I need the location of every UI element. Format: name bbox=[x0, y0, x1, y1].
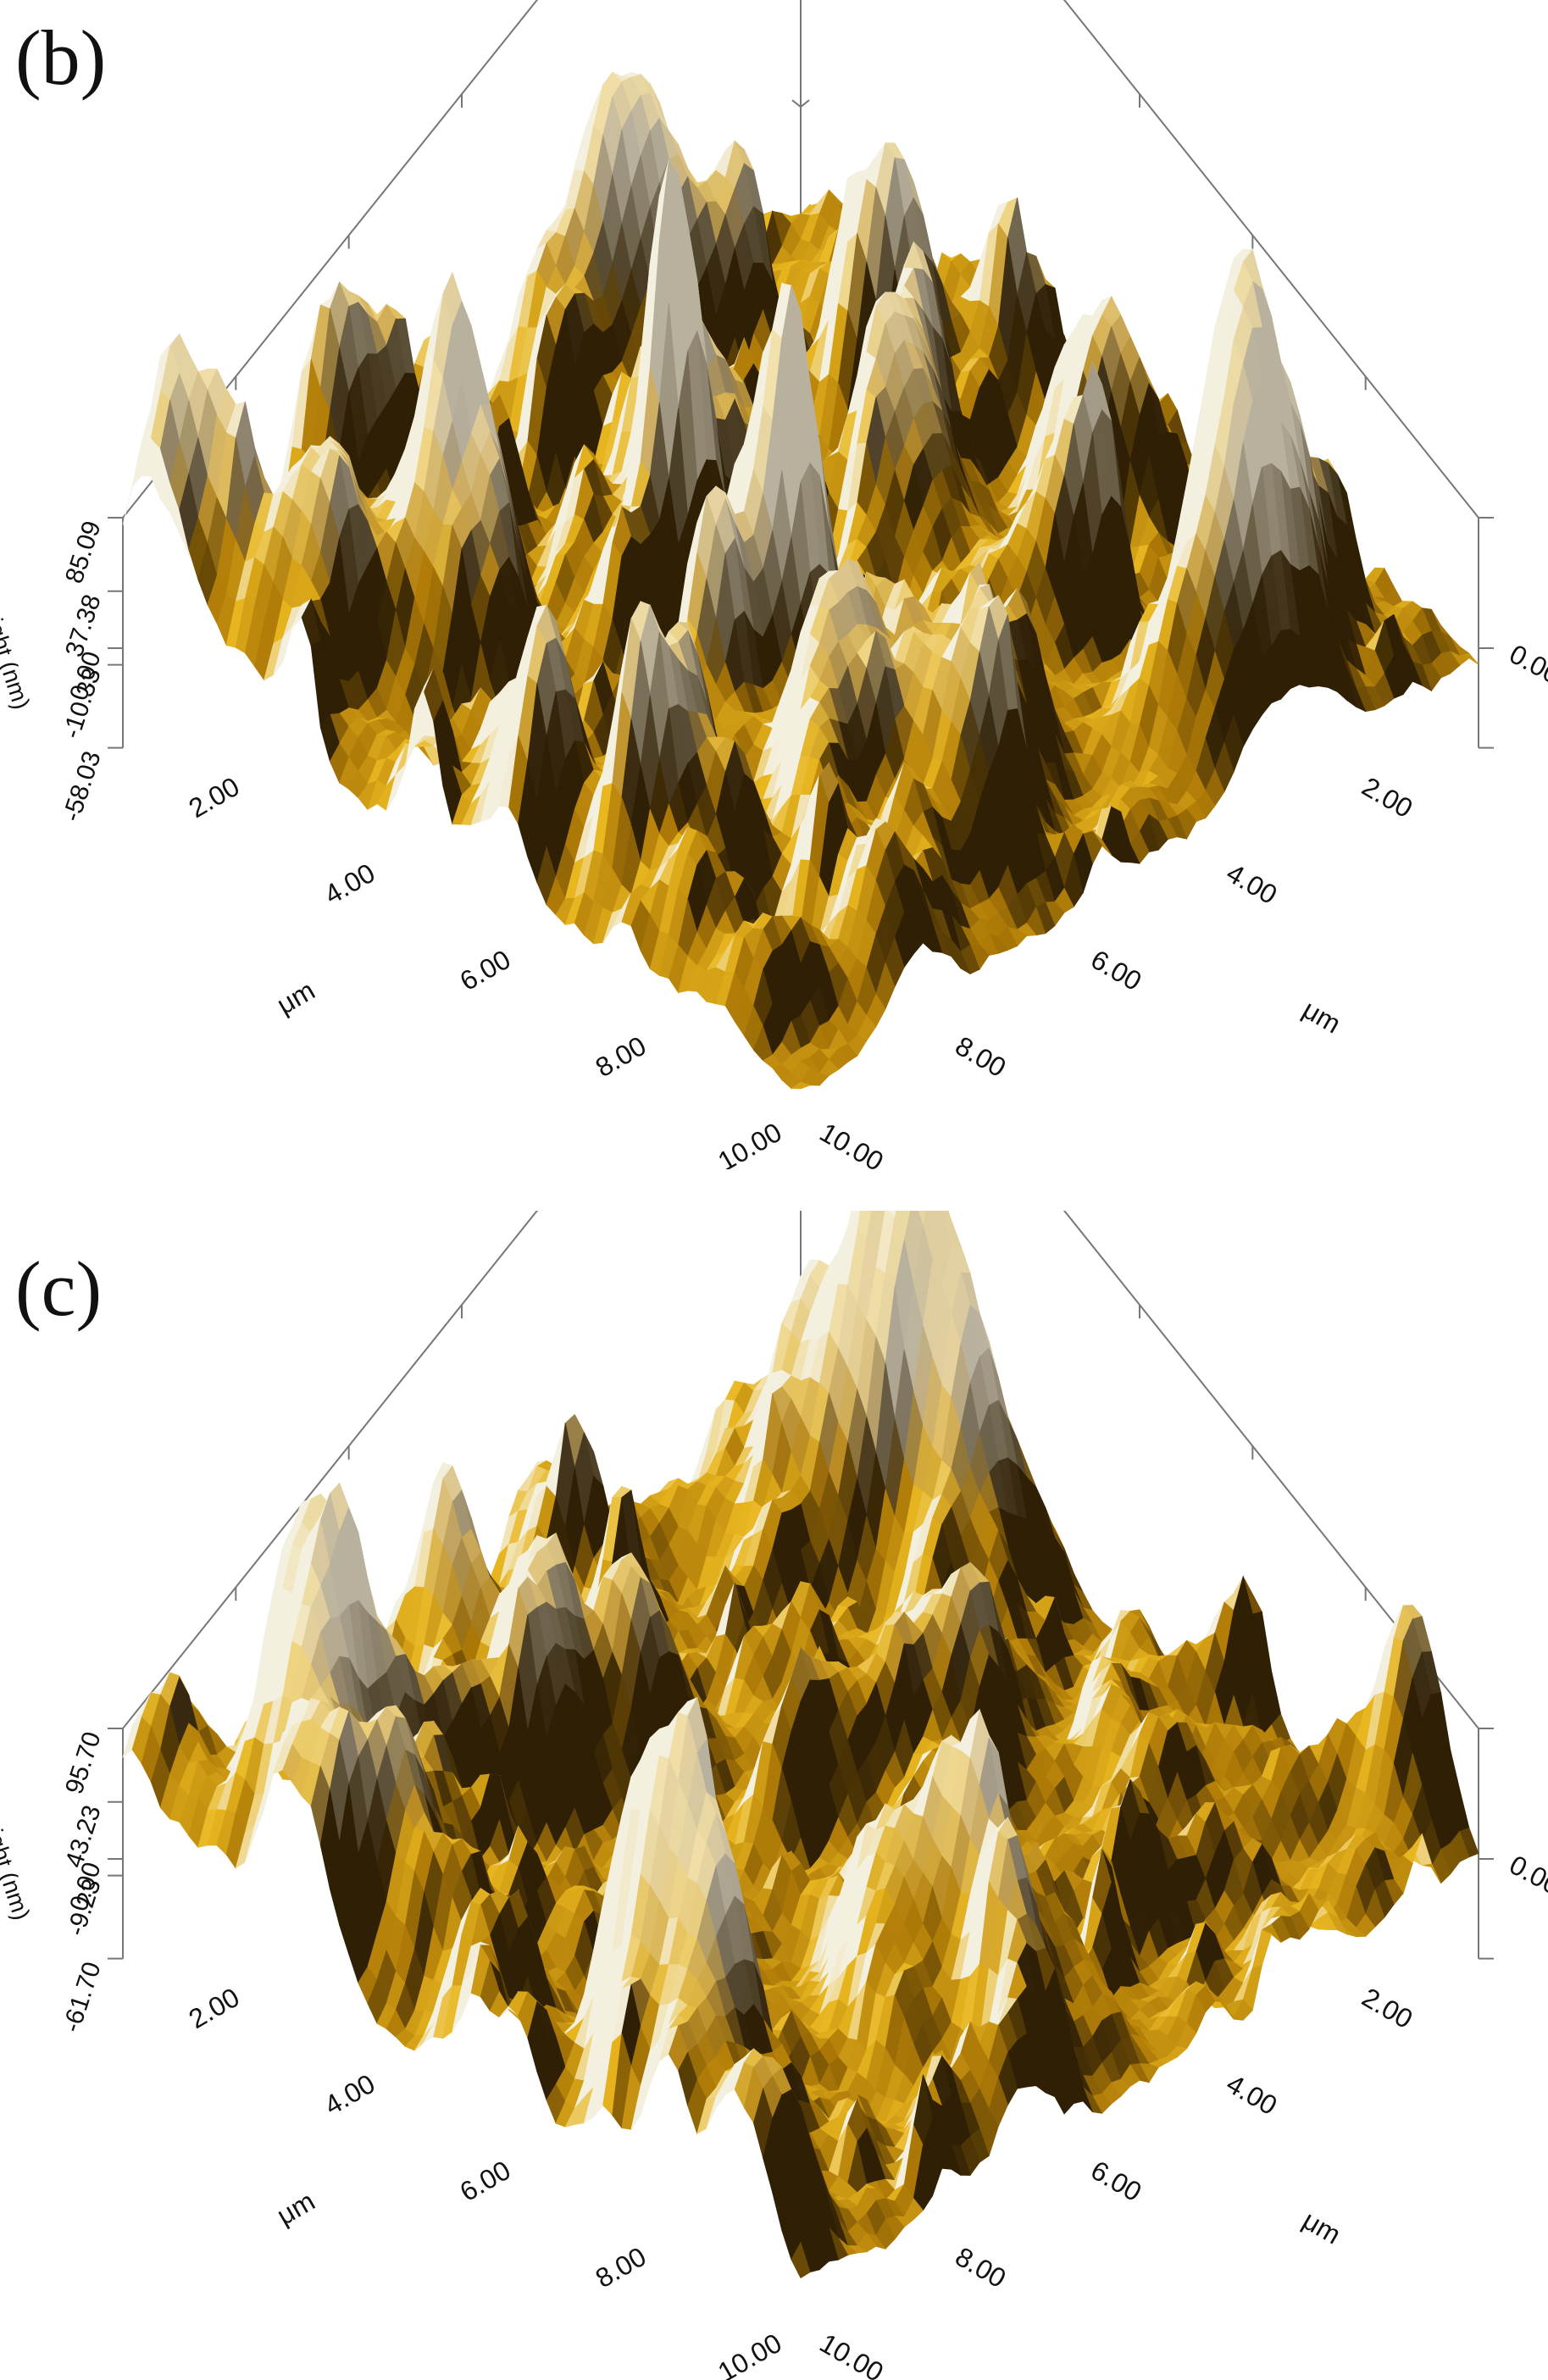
bounding-box-frame-b bbox=[108, 0, 1494, 749]
panel-label-b: (b) bbox=[15, 14, 107, 101]
afm-3d-surface-b: Height (nm) 85.09 37.38 0.00 -10.33 -58.… bbox=[0, 0, 1548, 1169]
height-surface-b bbox=[122, 71, 1479, 1090]
